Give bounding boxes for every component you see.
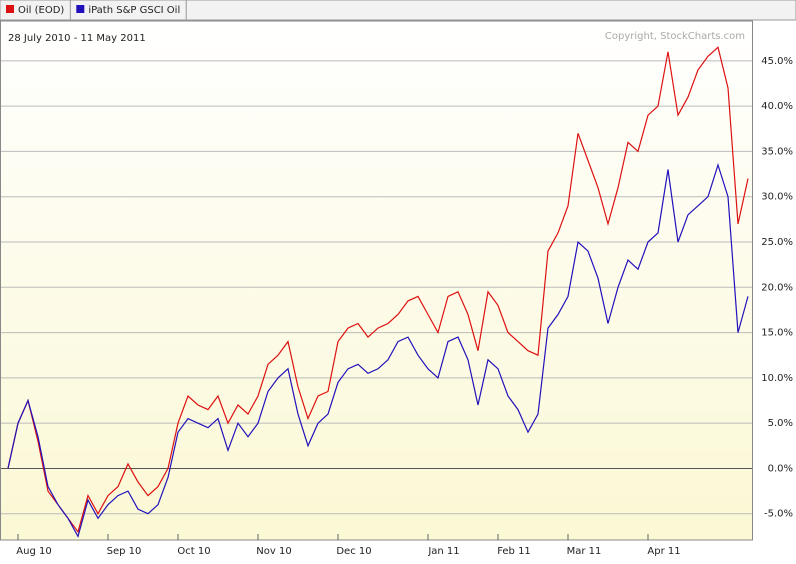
y-tick-label: 40.0%	[761, 101, 793, 112]
legend-label: Oil (EOD)	[18, 5, 64, 16]
y-tick-label: 35.0%	[761, 146, 793, 157]
series-line	[7, 46, 749, 534]
y-tick-label: 0.0%	[768, 463, 793, 474]
y-tick-label: 15.0%	[761, 328, 793, 339]
series-line	[7, 163, 749, 538]
legend-label: iPath S&P GSCI Oil	[88, 5, 180, 16]
y-tick-label: 5.0%	[768, 418, 793, 429]
y-tick-label: 30.0%	[761, 192, 793, 203]
legend-bar	[0, 0, 796, 21]
x-tick-label: Aug 10	[16, 546, 51, 557]
y-tick-label: 10.0%	[761, 373, 793, 384]
x-tick-label: Mar 11	[567, 546, 602, 557]
subtitle: 28 July 2010 - 11 May 2011	[8, 33, 146, 44]
y-tick-label: 45.0%	[761, 56, 793, 67]
x-tick-label: Apr 11	[647, 546, 680, 557]
legend-swatch	[76, 5, 85, 13]
copyright: Copyright, StockCharts.com	[605, 31, 745, 42]
x-tick-label: Oct 10	[177, 546, 210, 557]
x-tick-label: Nov 10	[256, 546, 291, 557]
x-tick-label: Sep 10	[107, 546, 142, 557]
x-tick-label: Jan 11	[427, 546, 459, 557]
x-tick-label: Dec 10	[336, 546, 371, 557]
y-tick-label: 20.0%	[761, 282, 793, 293]
y-tick-label: -5.0%	[764, 509, 793, 520]
legend-swatch	[6, 5, 14, 13]
plot-area	[0, 20, 753, 541]
x-tick-label: Feb 11	[497, 546, 531, 557]
y-tick-label: 25.0%	[761, 237, 793, 248]
